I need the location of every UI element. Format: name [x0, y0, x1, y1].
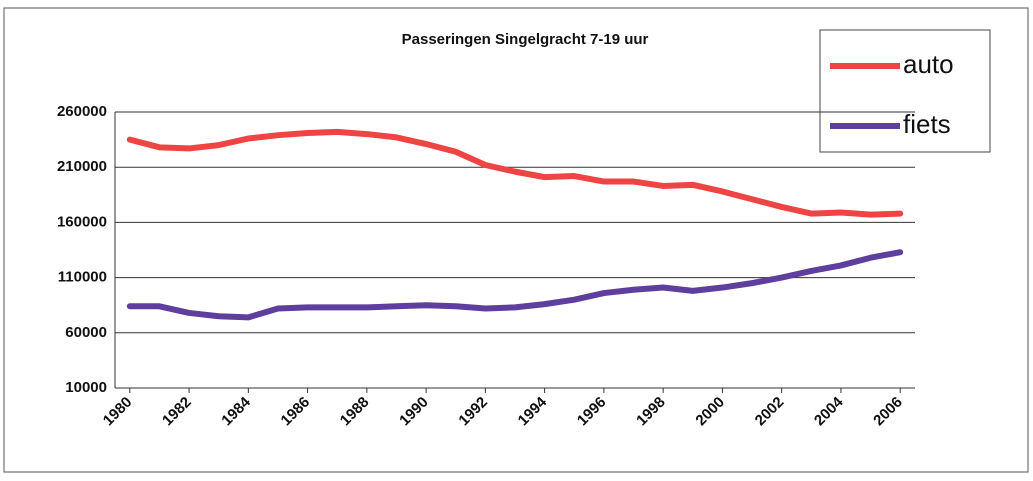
y-tick-label: 260000	[57, 103, 107, 120]
y-tick-label: 60000	[65, 324, 107, 341]
y-tick-label: 10000	[65, 379, 107, 396]
chart-title: Passeringen Singelgracht 7-19 uur	[402, 31, 649, 48]
legend-label: auto	[903, 49, 954, 79]
y-tick-label: 210000	[57, 158, 107, 175]
y-tick-label: 110000	[58, 269, 107, 286]
y-tick-label: 160000	[57, 213, 107, 230]
legend-label: fiets	[903, 109, 951, 139]
line-series	[126, 128, 904, 218]
line-series	[126, 249, 904, 321]
legend-box	[819, 29, 991, 153]
